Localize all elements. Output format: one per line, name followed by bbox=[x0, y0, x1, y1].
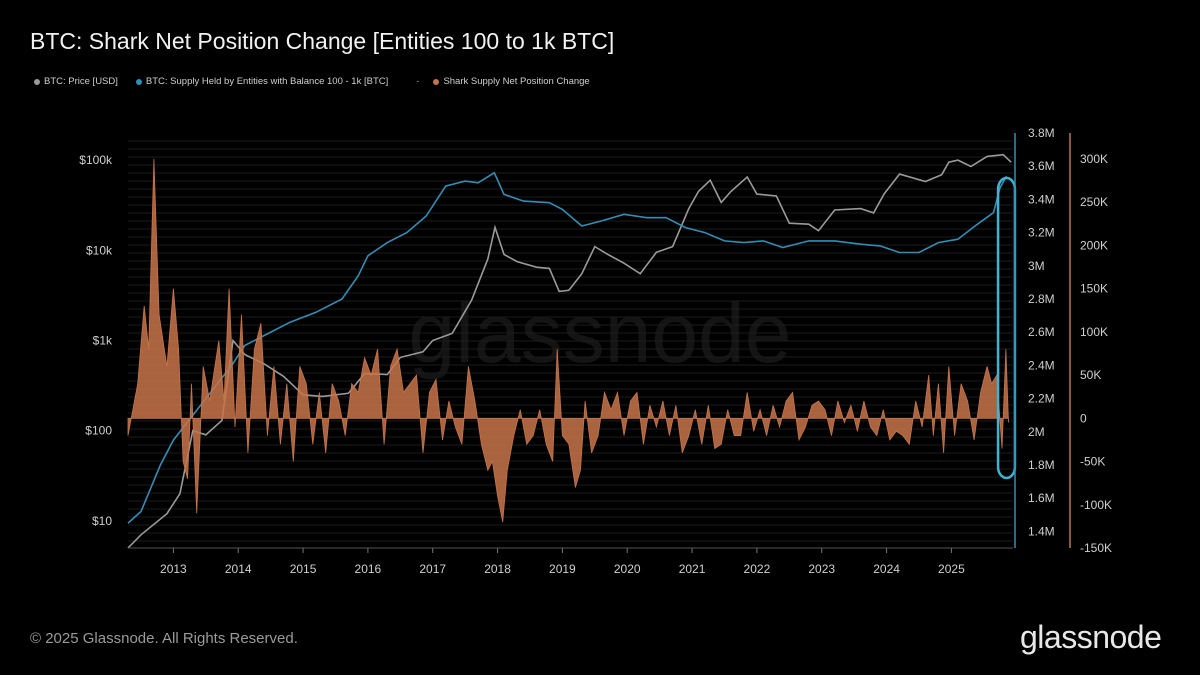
chart-title: BTC: Shark Net Position Change [Entities… bbox=[30, 28, 615, 54]
y-right1-tick-label: 2.6M bbox=[1028, 325, 1055, 339]
y-right1-tick-label: 2.2M bbox=[1028, 392, 1055, 406]
y-right1-tick-label: 2.4M bbox=[1028, 358, 1055, 372]
legend-supply-dot bbox=[135, 78, 142, 85]
series-line-price bbox=[127, 153, 1012, 549]
y-right1-tick-label: 1.4M bbox=[1028, 524, 1055, 538]
x-tick-label: 2013 bbox=[160, 562, 187, 576]
y-right1-tick-label: 2M bbox=[1028, 425, 1045, 439]
y-right1-tick-label: 3.2M bbox=[1028, 226, 1055, 240]
x-tick-label: 2015 bbox=[290, 562, 317, 576]
x-tick-label: 2025 bbox=[938, 562, 965, 576]
y-right2-tick-label: 50K bbox=[1080, 368, 1101, 382]
legend-item-netchange[interactable]: - Shark Supply Net Position Change bbox=[406, 76, 589, 87]
legend-supply-label: BTC: Supply Held by Entities with Balanc… bbox=[145, 76, 389, 87]
y-right2-tick-label: -50K bbox=[1080, 455, 1105, 469]
y-right2-tick-label: -100K bbox=[1080, 498, 1112, 512]
x-tick-label: 2020 bbox=[614, 562, 641, 576]
brand-logo: glassnode bbox=[1020, 619, 1162, 655]
y-right1-tick-label: 3.8M bbox=[1028, 126, 1055, 140]
y-right2-tick-label: 0 bbox=[1080, 411, 1087, 425]
legend-price-label: BTC: Price [USD] bbox=[44, 76, 118, 87]
legend-price-dot bbox=[34, 78, 40, 85]
legend-netchange-dot bbox=[433, 78, 440, 85]
y-left-tick-label: $10k bbox=[86, 243, 113, 257]
legend-netchange-label: Shark Supply Net Position Change bbox=[443, 76, 590, 87]
x-tick-label: 2017 bbox=[419, 562, 446, 576]
y-left-tick-label: $1k bbox=[93, 334, 113, 348]
copyright: © 2025 Glassnode. All Rights Reserved. bbox=[30, 630, 298, 647]
x-tick-label: 2024 bbox=[873, 562, 900, 576]
x-tick-label: 2016 bbox=[355, 562, 382, 576]
y-right1-tick-label: 1.6M bbox=[1028, 491, 1055, 505]
x-tick-label: 2023 bbox=[808, 562, 835, 576]
y-right1-tick-label: 3M bbox=[1028, 259, 1045, 273]
legend: BTC: Price [USD] BTC: Supply Held by Ent… bbox=[34, 76, 608, 87]
legend-dash: - bbox=[416, 76, 420, 87]
series-area-net-position-change bbox=[127, 158, 1009, 523]
y-right1-tick-label: 2.8M bbox=[1028, 292, 1055, 306]
y-right2-tick-label: 150K bbox=[1080, 282, 1108, 296]
y-right1-tick-label: 3.4M bbox=[1028, 192, 1055, 206]
y-right1-tick-label: 1.8M bbox=[1028, 458, 1055, 472]
y-right2-tick-label: 250K bbox=[1080, 195, 1108, 209]
x-tick-label: 2019 bbox=[549, 562, 576, 576]
y-right2-tick-label: -150K bbox=[1080, 541, 1112, 555]
x-tick-label: 2021 bbox=[679, 562, 706, 576]
y-right1-tick-label: 3.6M bbox=[1028, 159, 1055, 173]
y-left-tick-label: $100 bbox=[85, 424, 112, 438]
y-right2-tick-label: 100K bbox=[1080, 325, 1108, 339]
x-tick-label: 2018 bbox=[484, 562, 511, 576]
legend-item-price[interactable]: BTC: Price [USD] bbox=[34, 76, 118, 87]
x-tick-label: 2014 bbox=[225, 562, 252, 576]
y-right2-tick-label: 200K bbox=[1080, 238, 1108, 252]
y-left-tick-label: $10 bbox=[92, 514, 112, 528]
y-right2-tick-label: 300K bbox=[1080, 152, 1108, 166]
x-tick-label: 2022 bbox=[744, 562, 771, 576]
y-left-tick-label: $100k bbox=[79, 153, 113, 167]
legend-item-supply[interactable]: BTC: Supply Held by Entities with Balanc… bbox=[135, 76, 389, 87]
